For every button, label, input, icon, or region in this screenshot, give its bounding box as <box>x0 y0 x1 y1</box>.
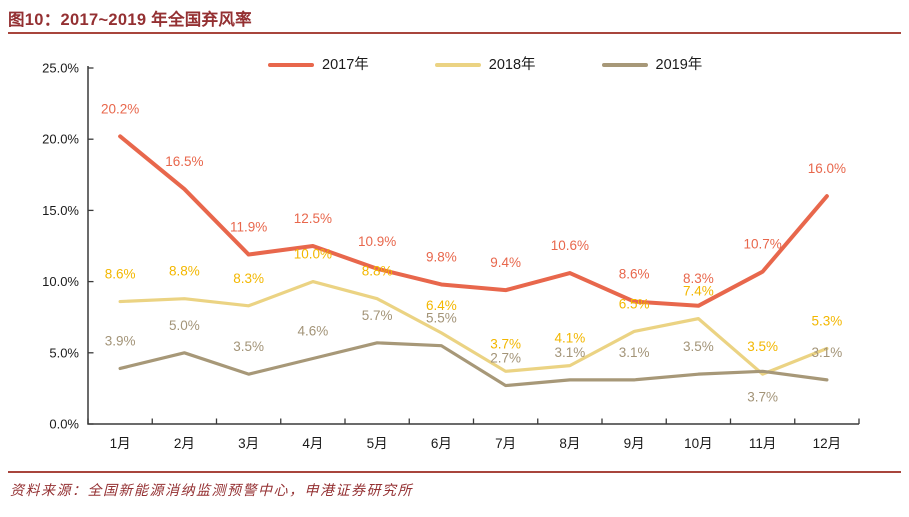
legend-line-swatch <box>601 63 648 68</box>
data-label-2018年-2月: 8.8% <box>169 264 200 279</box>
legend-item-2018年: 2018年 <box>434 57 536 73</box>
data-label-2019年-4月: 4.6% <box>297 323 328 338</box>
footer-divider-rule <box>8 471 901 473</box>
x-axis-tick-label: 9月 <box>624 436 645 451</box>
x-axis-tick-label: 3月 <box>238 436 259 451</box>
x-axis-tick-label: 6月 <box>431 436 452 451</box>
data-label-2017年-7月: 9.4% <box>490 255 521 270</box>
legend-label: 2019年 <box>655 57 703 73</box>
data-label-2019年-12月: 3.1% <box>811 345 842 360</box>
data-label-2017年-4月: 12.5% <box>294 211 332 226</box>
data-label-2017年-11月: 10.7% <box>743 237 781 252</box>
data-label-2017年-2月: 16.5% <box>165 154 203 169</box>
data-label-2019年-1月: 3.9% <box>105 333 136 348</box>
legend-item-2019年: 2019年 <box>601 57 703 73</box>
legend-line-swatch <box>268 63 314 68</box>
legend-label: 2018年 <box>488 57 536 73</box>
data-label-2017年-3月: 11.9% <box>230 220 267 235</box>
data-label-2017年-1月: 20.2% <box>101 101 139 116</box>
data-label-2019年-6月: 5.5% <box>426 311 457 326</box>
data-label-2019年-3月: 3.5% <box>233 339 264 354</box>
data-label-2018年-11月: 3.5% <box>747 339 778 354</box>
data-label-2018年-8月: 4.1% <box>554 331 585 346</box>
data-label-2018年-1月: 8.6% <box>105 267 136 282</box>
x-axis-tick-label: 10月 <box>684 436 713 451</box>
data-label-2019年-9月: 3.1% <box>619 345 650 360</box>
figure-title: 图10：2017~2019 年全国弃风率 <box>8 11 252 29</box>
data-label-2018年-5月: 8.8% <box>362 264 393 279</box>
x-axis-tick-label: 8月 <box>559 436 580 451</box>
data-label-2017年-5月: 10.9% <box>358 234 396 249</box>
data-label-2018年-7月: 3.7% <box>490 336 521 351</box>
data-label-2019年-5月: 5.7% <box>362 308 393 323</box>
data-label-2019年-7月: 2.7% <box>490 351 521 366</box>
y-axis-tick-label: 10.0% <box>42 274 79 289</box>
data-label-2018年-12月: 5.3% <box>811 314 842 329</box>
data-label-2019年-11月: 3.7% <box>747 389 778 404</box>
y-axis-tick-label: 5.0% <box>49 345 79 360</box>
y-axis-tick-label: 15.0% <box>42 203 79 218</box>
series-line-2018年 <box>118 280 829 376</box>
x-axis-tick-label: 11月 <box>749 436 777 451</box>
data-label-2018年-6月: 6.4% <box>426 298 457 313</box>
x-axis-tick-label: 1月 <box>110 436 131 451</box>
series-line-2017年 <box>118 134 829 308</box>
data-label-2019年-2月: 5.0% <box>169 318 200 333</box>
data-label-2018年-10月: 7.4% <box>683 284 714 299</box>
chart-legend: 2017年 2018年 2019年 <box>268 58 702 73</box>
data-label-2017年-12月: 16.0% <box>808 161 846 176</box>
y-axis-tick-label: 0.0% <box>49 417 79 432</box>
legend-label: 2017年 <box>322 57 369 73</box>
x-axis-tick-label: 5月 <box>367 436 388 451</box>
y-axis-tick-label: 20.0% <box>42 132 79 147</box>
source-note: 资料来源：全国新能源消纳监测预警中心，申港证券研究所 <box>10 483 413 499</box>
x-axis-tick-label: 12月 <box>813 436 842 451</box>
x-axis-tick-label: 7月 <box>495 436 516 451</box>
data-label-2018年-3月: 8.3% <box>233 271 264 286</box>
data-label-2018年-4月: 10.0% <box>294 247 332 262</box>
series-line-2019年 <box>118 341 829 388</box>
legend-line-swatch <box>434 63 481 68</box>
data-label-2019年-10月: 3.5% <box>683 339 714 354</box>
data-label-2017年-8月: 10.6% <box>551 238 589 253</box>
data-label-2017年-6月: 9.8% <box>426 249 457 264</box>
data-label-2019年-8月: 3.1% <box>554 345 585 360</box>
title-divider-rule <box>8 32 901 34</box>
x-axis-tick-label: 2月 <box>174 436 195 451</box>
y-axis-tick-label: 25.0% <box>42 61 79 76</box>
data-label-2017年-10月: 8.3% <box>683 271 714 286</box>
data-label-2017年-9月: 8.6% <box>619 267 650 282</box>
x-axis-tick-label: 4月 <box>302 436 323 451</box>
legend-item-2017年: 2017年 <box>268 58 369 73</box>
data-label-2018年-9月: 6.5% <box>619 296 650 311</box>
